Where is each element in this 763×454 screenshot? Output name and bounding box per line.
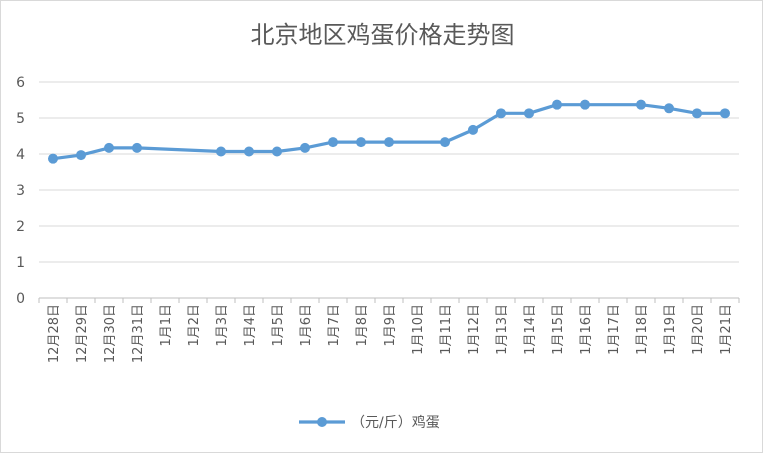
y-tick-label: 2 — [16, 219, 25, 235]
legend-marker — [317, 417, 327, 427]
data-point — [468, 124, 478, 135]
data-point — [48, 153, 58, 164]
x-tick-label: 1月3日 — [215, 304, 230, 347]
data-point — [384, 137, 394, 148]
data-point — [580, 99, 590, 110]
data-point — [664, 103, 674, 114]
x-tick-label: 1月5日 — [271, 304, 286, 347]
x-tick-label: 12月31日 — [131, 304, 146, 363]
data-point — [104, 142, 114, 153]
data-point — [328, 137, 338, 148]
x-tick-label: 1月10日 — [411, 304, 426, 355]
data-point — [496, 108, 506, 119]
x-tick-label: 1月12日 — [467, 304, 482, 355]
data-point — [216, 146, 226, 157]
y-tick-label: 5 — [16, 111, 25, 127]
x-tick-label: 1月17日 — [607, 304, 622, 355]
x-tick-label: 1月20日 — [691, 304, 706, 355]
y-tick-label: 6 — [16, 75, 25, 91]
data-point — [244, 146, 254, 157]
x-tick-label: 1月18日 — [635, 304, 650, 355]
data-point — [356, 137, 366, 148]
x-tick-label: 1月16日 — [579, 304, 594, 355]
x-tick-label: 1月4日 — [243, 304, 258, 347]
data-point — [76, 150, 86, 161]
y-tick-label: 4 — [16, 147, 25, 163]
x-tick-label: 1月7日 — [327, 304, 342, 347]
data-point — [636, 99, 646, 110]
data-point — [132, 142, 142, 153]
x-tick-label: 1月19日 — [663, 304, 678, 355]
x-tick-label: 12月28日 — [47, 304, 62, 363]
y-tick-label: 3 — [16, 183, 25, 199]
x-tick-label: 1月13日 — [495, 304, 510, 355]
series-line — [51, 103, 727, 161]
chart-title: 北京地区鸡蛋价格走势图 — [250, 21, 515, 49]
x-tick-label: 12月29日 — [75, 304, 90, 363]
data-point — [524, 108, 534, 119]
x-tick-label: 1月2日 — [187, 304, 202, 347]
x-tick-label: 1月11日 — [439, 304, 454, 355]
x-tick-label: 1月6日 — [299, 304, 314, 347]
data-point — [692, 108, 702, 119]
data-point — [552, 99, 562, 110]
x-tick-label: 1月1日 — [159, 304, 174, 347]
data-point — [440, 137, 450, 148]
x-tick-label: 1月9日 — [383, 304, 398, 347]
x-tick-label: 12月30日 — [103, 304, 118, 363]
data-point — [272, 146, 282, 157]
x-tick-label: 1月8日 — [355, 304, 370, 347]
legend-label: （元/斤）鸡蛋 — [351, 414, 440, 431]
y-tick-label: 0 — [16, 291, 25, 307]
x-tick-label: 1月15日 — [551, 304, 566, 355]
x-tick-label: 1月21日 — [719, 304, 734, 355]
y-tick-label: 1 — [16, 255, 25, 271]
data-point — [300, 142, 310, 153]
data-point — [720, 108, 730, 119]
x-tick-label: 1月14日 — [523, 304, 538, 355]
